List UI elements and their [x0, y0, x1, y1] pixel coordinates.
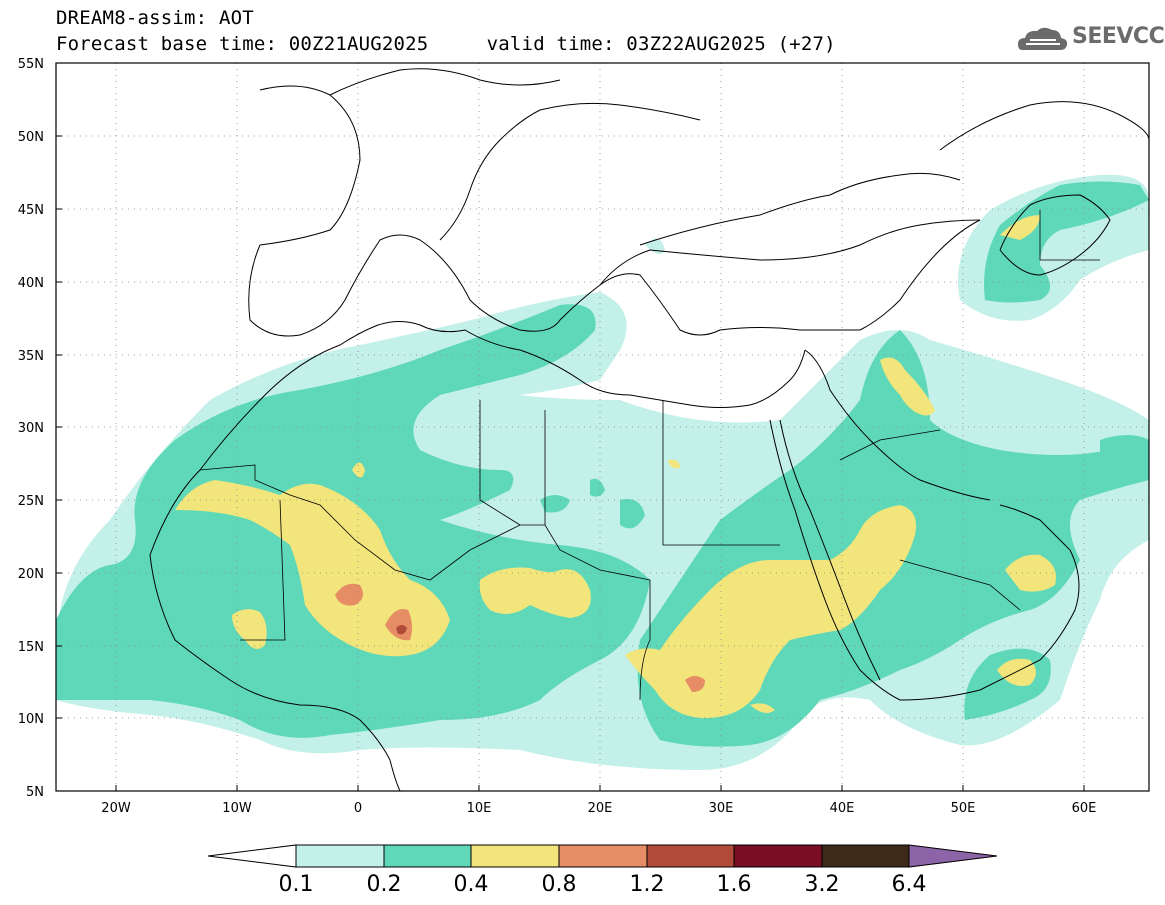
lat-label: 40N: [18, 276, 44, 291]
aot-contour-region: [997, 658, 1036, 686]
axis-ticks: [56, 62, 1085, 792]
aot-contour-region: [668, 459, 680, 469]
map-title: DREAM8-assim: AOT: [56, 7, 254, 29]
aot-contour-region: [232, 609, 267, 649]
lat-label: 55N: [18, 57, 44, 72]
colorbar-label: 0.8: [542, 872, 577, 897]
colorbar-box: [383, 844, 472, 868]
coastlines: [149, 68, 1149, 791]
lon-label: 60E: [1072, 801, 1097, 816]
lat-label: 20N: [18, 567, 44, 582]
forecast-time-subtitle: Forecast base time: 00Z21AUG2025 valid t…: [56, 33, 836, 55]
lat-label: 30N: [18, 421, 44, 436]
lon-label: 30E: [709, 801, 734, 816]
lat-label: 25N: [18, 494, 44, 509]
aot-contour-region: [685, 676, 705, 692]
aot-contour-region: [750, 703, 775, 714]
lon-label: 0: [354, 801, 362, 816]
aot-band-0.8: [335, 583, 364, 606]
lat-label: 35N: [18, 349, 44, 364]
colorbar-label: 1.6: [717, 872, 752, 897]
colorbar-label: 1.2: [630, 872, 665, 897]
aot-band-0.4-sudan: [625, 505, 916, 719]
colorbar-under-arrow: [207, 844, 297, 868]
colorbar-label: 3.2: [805, 872, 840, 897]
lon-label: 20E: [588, 801, 613, 816]
graticule: [56, 63, 1149, 791]
lon-label: 20W: [101, 801, 131, 816]
lat-label: 45N: [18, 203, 44, 218]
aot-contour-region: [645, 238, 665, 254]
aot-contour-region: [880, 357, 935, 416]
colorbar-box: [470, 844, 560, 868]
longitude-labels: 20W 10W 0 10E 20E 30E 40E 50E 60E: [101, 801, 1096, 816]
aot-band-0.4-sahel: [175, 480, 450, 657]
aot-contour-region: [590, 478, 605, 497]
colorbar-box: [821, 844, 910, 868]
logo-text: SEEVCCC: [1072, 24, 1165, 49]
colorbar-box: [295, 844, 385, 868]
aot-contour-region: [479, 567, 591, 618]
lat-label: 15N: [18, 640, 44, 655]
colorbar-over-arrow: [908, 844, 998, 868]
colorbar-box: [646, 844, 735, 868]
lat-label: 50N: [18, 130, 44, 145]
latitude-labels: 55N 50N 45N 40N 35N 30N 25N 20N 15N 10N …: [18, 57, 44, 800]
aot-contour-region: [396, 625, 407, 635]
cloud-logo-icon: [1018, 27, 1068, 50]
aot-contour-region: [620, 499, 645, 529]
lon-label: 10E: [467, 801, 492, 816]
aot-contour-region: [1100, 435, 1149, 472]
aot-contours: [56, 174, 1149, 770]
lat-label: 10N: [18, 712, 44, 727]
colorbar-label: 0.4: [454, 872, 489, 897]
colorbar-label: 0.1: [279, 872, 314, 897]
colorbar-label: 0.2: [367, 872, 402, 897]
lat-label: 5N: [26, 785, 44, 800]
lon-label: 10W: [222, 801, 252, 816]
colorbar-labels: 0.1 0.2 0.4 0.8 1.2 1.6 3.2 6.4: [279, 872, 927, 897]
aot-contour-region: [385, 609, 413, 641]
colorbar-label: 6.4: [892, 872, 927, 897]
colorbar-box: [558, 844, 648, 868]
lon-label: 50E: [951, 801, 976, 816]
country-borders: [199, 210, 1100, 701]
aot-contour-region: [540, 495, 570, 513]
lon-label: 40E: [830, 801, 855, 816]
aot-contour-region: [352, 462, 365, 478]
aot-contour-region: [1005, 554, 1056, 592]
aot-contour-region: [1000, 215, 1040, 240]
colorbar-boxes: [207, 844, 998, 868]
aot-band-0.2-caspian: [984, 181, 1149, 303]
colorbar-box: [733, 844, 823, 868]
